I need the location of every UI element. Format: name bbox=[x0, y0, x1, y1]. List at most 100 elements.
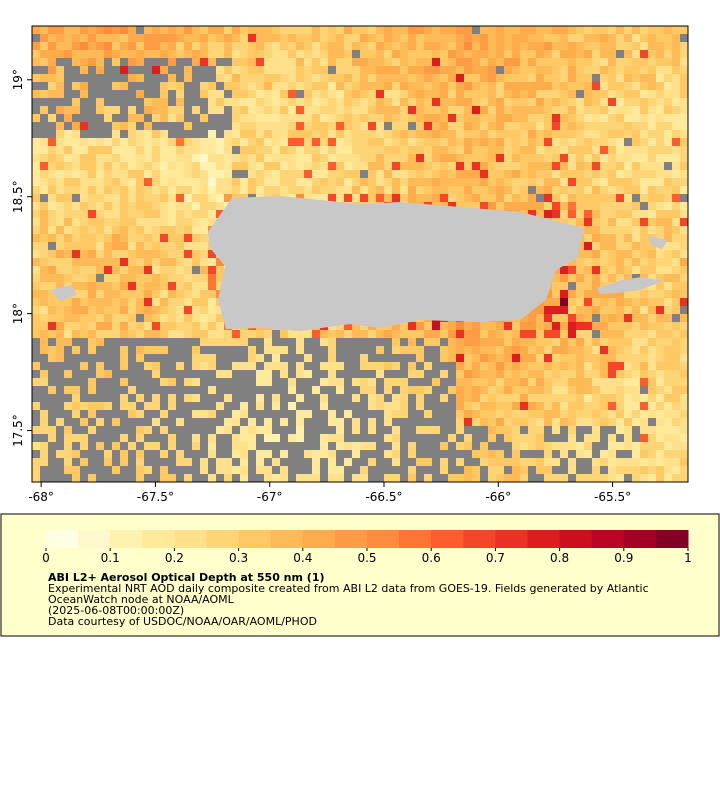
raster-cell bbox=[664, 226, 672, 234]
raster-cell bbox=[104, 410, 112, 418]
raster-cell bbox=[336, 162, 344, 170]
raster-cell bbox=[616, 250, 624, 258]
raster-cell bbox=[344, 58, 352, 66]
raster-cell bbox=[664, 466, 672, 474]
raster-cell bbox=[184, 66, 192, 74]
raster-cell bbox=[344, 322, 352, 330]
raster-cell bbox=[216, 322, 224, 330]
raster-cell bbox=[312, 370, 320, 378]
raster-cell bbox=[656, 106, 664, 114]
raster-cell bbox=[328, 346, 336, 354]
raster-cell bbox=[368, 370, 376, 378]
raster-cell bbox=[32, 114, 40, 122]
raster-cell bbox=[144, 226, 152, 234]
raster-cell bbox=[160, 418, 168, 426]
raster-cell bbox=[440, 426, 448, 434]
raster-cell bbox=[504, 154, 512, 162]
raster-cell bbox=[560, 82, 568, 90]
raster-cell bbox=[504, 98, 512, 106]
raster-cell bbox=[520, 58, 528, 66]
raster-cell bbox=[56, 458, 64, 466]
raster-cell bbox=[344, 186, 352, 194]
raster-cell bbox=[520, 138, 528, 146]
raster-cell bbox=[312, 34, 320, 42]
raster-cell bbox=[184, 394, 192, 402]
raster-cell bbox=[168, 474, 176, 482]
raster-cell bbox=[56, 210, 64, 218]
raster-cell bbox=[216, 154, 224, 162]
raster-cell bbox=[32, 146, 40, 154]
raster-cell bbox=[464, 418, 472, 426]
raster-cell bbox=[264, 82, 272, 90]
raster-cell bbox=[192, 458, 200, 466]
raster-cell bbox=[368, 386, 376, 394]
raster-cell bbox=[504, 378, 512, 386]
raster-cell bbox=[96, 82, 104, 90]
raster-cell bbox=[648, 26, 656, 34]
raster-cell bbox=[448, 178, 456, 186]
raster-cell bbox=[240, 58, 248, 66]
raster-cell bbox=[664, 274, 672, 282]
raster-cell bbox=[504, 178, 512, 186]
raster-cell bbox=[576, 330, 584, 338]
raster-cell bbox=[160, 130, 168, 138]
raster-cell bbox=[504, 194, 512, 202]
raster-cell bbox=[136, 66, 144, 74]
raster-cell bbox=[144, 186, 152, 194]
raster-cell bbox=[72, 226, 80, 234]
raster-cell bbox=[184, 186, 192, 194]
raster-cell bbox=[648, 154, 656, 162]
raster-cell bbox=[504, 338, 512, 346]
raster-cell bbox=[312, 178, 320, 186]
raster-cell bbox=[600, 250, 608, 258]
raster-cell bbox=[352, 442, 360, 450]
raster-cell bbox=[120, 354, 128, 362]
raster-cell bbox=[264, 90, 272, 98]
raster-cell bbox=[288, 178, 296, 186]
raster-cell bbox=[608, 138, 616, 146]
raster-cell bbox=[176, 210, 184, 218]
raster-cell bbox=[520, 98, 528, 106]
raster-cell bbox=[424, 98, 432, 106]
raster-cell bbox=[384, 42, 392, 50]
raster-cell bbox=[528, 162, 536, 170]
raster-cell bbox=[312, 26, 320, 34]
raster-cell bbox=[224, 474, 232, 482]
raster-cell bbox=[400, 402, 408, 410]
raster-cell bbox=[624, 194, 632, 202]
raster-cell bbox=[360, 450, 368, 458]
raster-cell bbox=[128, 418, 136, 426]
raster-cell bbox=[56, 186, 64, 194]
raster-cell bbox=[640, 314, 648, 322]
raster-cell bbox=[424, 410, 432, 418]
raster-cell bbox=[592, 346, 600, 354]
raster-cell bbox=[536, 458, 544, 466]
raster-cell bbox=[648, 378, 656, 386]
raster-cell bbox=[496, 58, 504, 66]
raster-cell bbox=[416, 34, 424, 42]
raster-cell bbox=[120, 98, 128, 106]
raster-cell bbox=[144, 362, 152, 370]
raster-cell bbox=[48, 226, 56, 234]
raster-cell bbox=[680, 450, 688, 458]
raster-cell bbox=[216, 378, 224, 386]
raster-cell bbox=[560, 378, 568, 386]
raster-cell bbox=[488, 186, 496, 194]
raster-cell bbox=[112, 442, 120, 450]
raster-cell bbox=[200, 242, 208, 250]
raster-cell bbox=[616, 338, 624, 346]
raster-cell bbox=[384, 346, 392, 354]
raster-cell bbox=[576, 250, 584, 258]
raster-cell bbox=[32, 298, 40, 306]
raster-cell bbox=[72, 258, 80, 266]
raster-cell bbox=[40, 450, 48, 458]
raster-cell bbox=[200, 346, 208, 354]
raster-cell bbox=[552, 346, 560, 354]
raster-cell bbox=[440, 322, 448, 330]
raster-cell bbox=[152, 410, 160, 418]
raster-cell bbox=[392, 162, 400, 170]
raster-cell bbox=[320, 442, 328, 450]
raster-cell bbox=[624, 122, 632, 130]
raster-cell bbox=[136, 298, 144, 306]
raster-cell bbox=[400, 330, 408, 338]
